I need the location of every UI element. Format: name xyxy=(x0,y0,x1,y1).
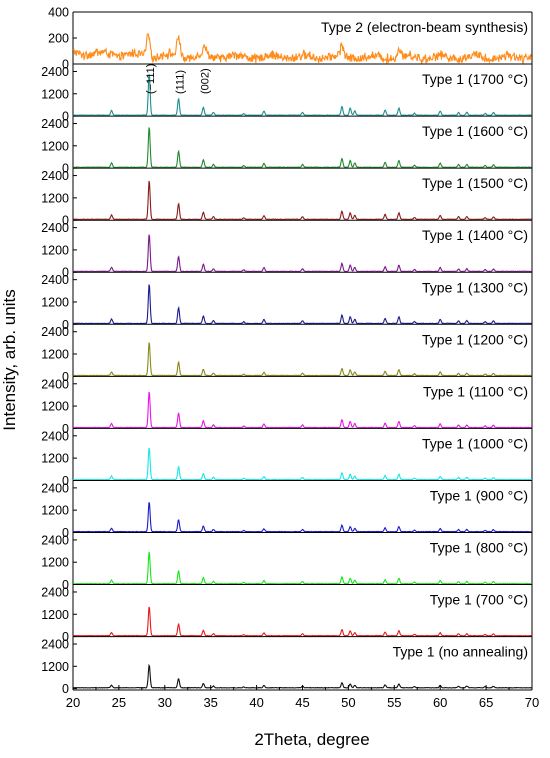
series-line xyxy=(72,342,533,377)
series-line xyxy=(72,284,532,325)
peak-annotation: (111) xyxy=(174,70,186,94)
series-line xyxy=(72,234,532,273)
y-tick-label: 1200 xyxy=(41,139,69,153)
panel: 0 1200 2400 Type 1 (1000 °C) xyxy=(41,427,533,488)
panel: 0 1200 2400 Type 1 (1500 °C) xyxy=(41,167,533,228)
y-tick-label: 2400 xyxy=(41,221,69,235)
y-tick-label: 2400 xyxy=(41,273,69,287)
panel: 0 1200 2400 Type 1 (1600 °C) xyxy=(41,115,533,176)
x-tick-label: 50 xyxy=(341,695,355,710)
y-tick-label: 400 xyxy=(48,6,69,20)
y-tick-label: 1200 xyxy=(41,191,69,205)
y-tick-label: 1200 xyxy=(41,400,69,414)
y-tick-label: 2400 xyxy=(41,638,69,652)
series-line xyxy=(72,663,533,689)
y-tick-label: 0 xyxy=(62,474,69,488)
y-tick-label: 0 xyxy=(62,318,69,332)
y-tick-label: 0 xyxy=(62,370,69,384)
series-line xyxy=(72,502,532,533)
x-tick-label: 60 xyxy=(433,695,447,710)
series-label: Type 1 (1700 °C) xyxy=(422,71,528,87)
y-tick-label: 2400 xyxy=(41,325,69,339)
x-tick-label: 40 xyxy=(249,695,263,710)
x-tick-label: 20 xyxy=(66,695,80,710)
series-label: Type 2 (electron-beam synthesis) xyxy=(321,19,528,35)
x-tick-label: 30 xyxy=(158,695,172,710)
series-label: Type 1 (1600 °C) xyxy=(422,123,528,139)
y-tick-label: 0 xyxy=(62,110,69,124)
y-tick-label: 1200 xyxy=(41,243,69,257)
y-tick-label: 2400 xyxy=(41,429,69,443)
peak-annotation: (−111) xyxy=(145,64,157,94)
y-tick-label: 2400 xyxy=(41,65,69,79)
panel: 0 1200 2400 Type 1 (1400 °C) xyxy=(41,219,533,280)
series-line xyxy=(72,127,532,169)
series-label: Type 1 (1400 °C) xyxy=(422,227,528,243)
y-tick-label: 200 xyxy=(48,32,69,46)
x-axis: 20 25 30 35 40 45 50 55 60 65 70 xyxy=(66,685,539,710)
y-tick-label: 0 xyxy=(62,266,69,280)
y-tick-label: 0 xyxy=(62,526,69,540)
y-tick-label: 2400 xyxy=(41,533,69,547)
series-label: Type 1 (1300 °C) xyxy=(422,279,528,295)
y-tick-label: 0 xyxy=(62,58,69,72)
y-tick-label: 2400 xyxy=(41,481,69,495)
series-line xyxy=(72,391,532,429)
panel: 0 1200 2400 Type 1 (1300 °C) xyxy=(41,271,533,332)
peak-annotation: (002) xyxy=(199,68,211,94)
y-tick-label: 1200 xyxy=(41,660,69,674)
series-label: Type 1 (700 °C) xyxy=(430,592,528,608)
panel: 0 1200 2400 Type 1 (900 °C) xyxy=(41,479,533,540)
y-tick-label: 1200 xyxy=(41,452,69,466)
x-tick-label: 55 xyxy=(387,695,401,710)
series-label: Type 1 (800 °C) xyxy=(430,540,528,556)
y-tick-label: 0 xyxy=(62,630,69,644)
y-tick-label: 2400 xyxy=(41,377,69,391)
series-line xyxy=(72,180,532,221)
panel: 0 1200 2400 Type 1 (1100 °C) xyxy=(41,375,533,436)
y-tick-label: 0 xyxy=(62,578,69,592)
series-label: Type 1 (900 °C) xyxy=(430,487,528,503)
y-tick-label: 2400 xyxy=(41,169,69,183)
y-tick-label: 0 xyxy=(62,214,69,228)
x-tick-label: 70 xyxy=(525,695,539,710)
y-tick-label: 2400 xyxy=(41,585,69,599)
series-line xyxy=(72,447,533,481)
series-label: Type 1 (1100 °C) xyxy=(423,383,528,399)
series-line xyxy=(72,33,533,66)
series-label: Type 1 (1000 °C) xyxy=(422,435,528,451)
series-line xyxy=(72,552,532,585)
y-tick-label: 0 xyxy=(62,162,69,176)
y-tick-label: 2400 xyxy=(41,117,69,131)
y-tick-label: 1200 xyxy=(41,87,69,101)
y-tick-label: 1200 xyxy=(41,608,69,622)
panel: 0 1200 2400 Type 1 (1700 °C) (−111) (111) (002… xyxy=(41,63,533,124)
series-line xyxy=(72,606,532,637)
x-tick-label: 25 xyxy=(112,695,126,710)
y-tick-label: 0 xyxy=(62,422,69,436)
x-tick-label: 35 xyxy=(203,695,217,710)
y-tick-label: 1200 xyxy=(41,348,69,362)
y-tick-label: 1200 xyxy=(41,295,69,309)
x-tick-label: 65 xyxy=(479,695,493,710)
x-tick-label: 45 xyxy=(295,695,309,710)
series-label: Type 1 (1200 °C) xyxy=(422,331,528,347)
series-label: Type 1 (1500 °C) xyxy=(422,175,528,191)
panel: 0 1200 2400 Type 1 (no annealing) xyxy=(41,636,533,696)
panel: 0 1200 2400 Type 1 (800 °C) xyxy=(41,532,533,592)
x-axis-label: 2Theta, degree xyxy=(254,730,369,749)
y-axis-label: Intensity, arb. units xyxy=(0,289,19,430)
series-line xyxy=(72,74,532,117)
y-tick-label: 0 xyxy=(62,682,69,696)
y-tick-label: 1200 xyxy=(41,504,69,518)
y-tick-label: 1200 xyxy=(41,556,69,570)
panel: 0 1200 2400 Type 1 (1200 °C) xyxy=(41,323,533,384)
panel: 0 1200 2400 Type 1 (700 °C) xyxy=(41,584,533,644)
panel: 0 200 400 Type 2 (electron-beam synthesis) xyxy=(48,6,533,72)
series-label: Type 1 (no annealing) xyxy=(393,644,528,660)
